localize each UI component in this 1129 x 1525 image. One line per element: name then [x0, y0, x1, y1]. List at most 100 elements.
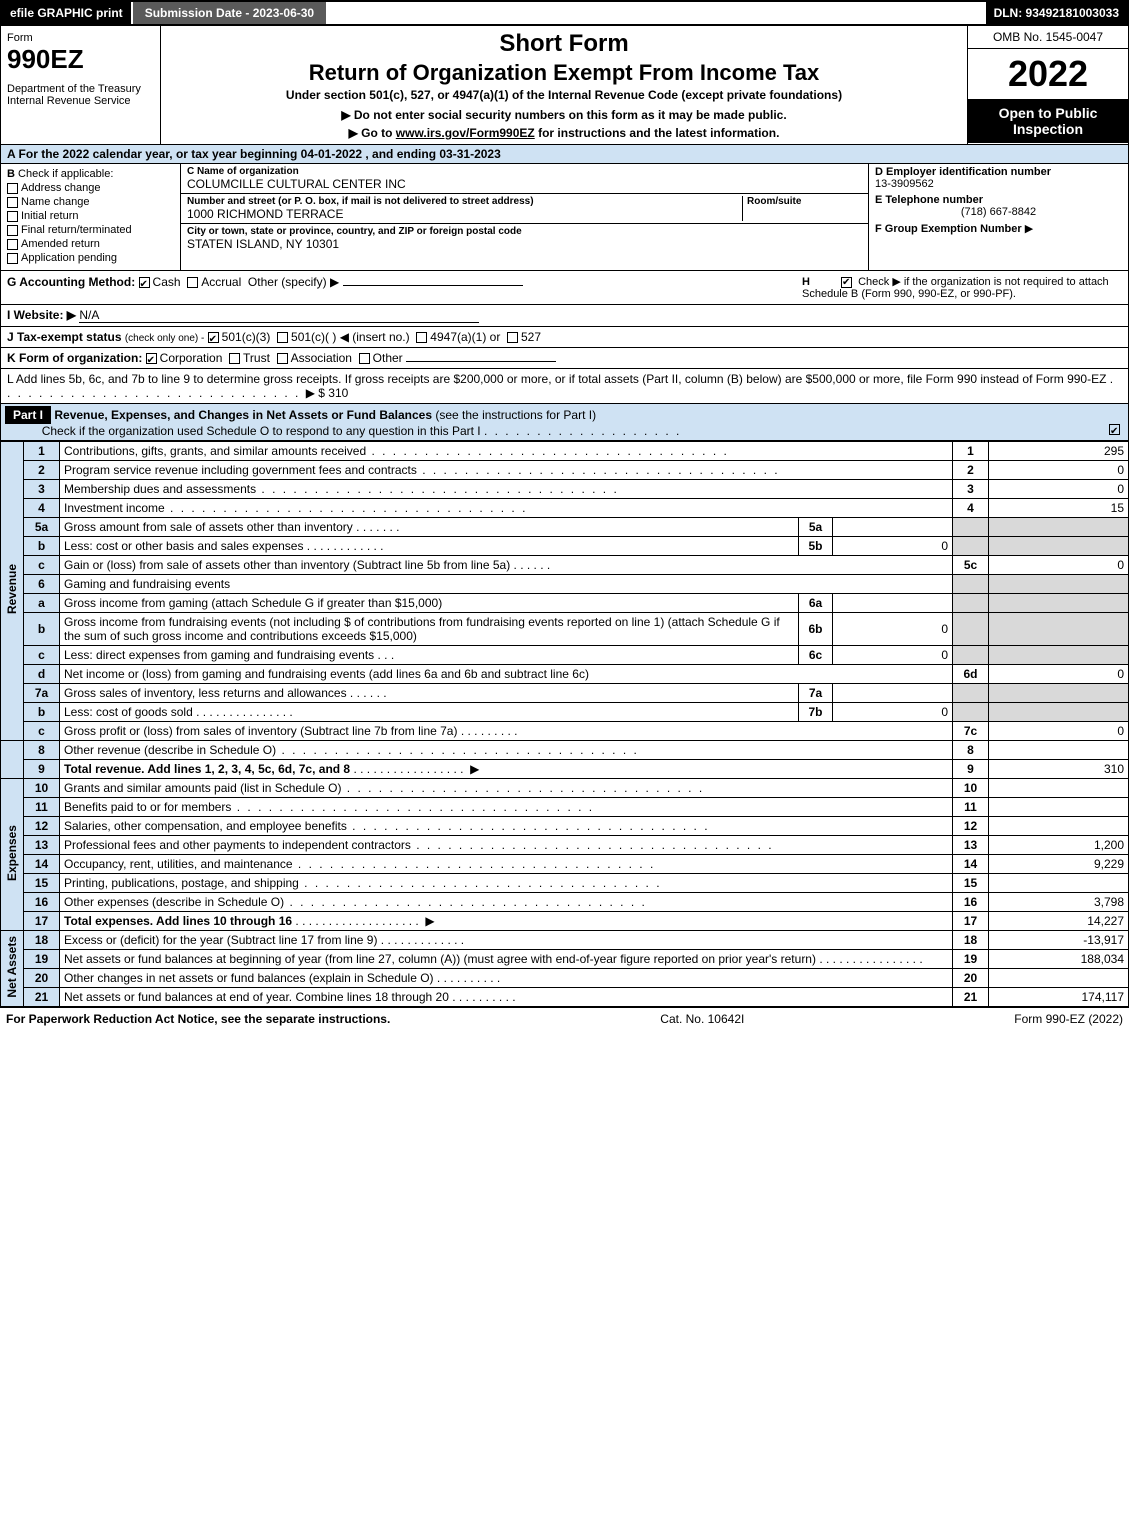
section-i: I Website: ▶ N/A: [0, 305, 1129, 327]
form-number: 990EZ: [7, 44, 154, 75]
row-21: 21Net assets or fund balances at end of …: [1, 988, 1129, 1007]
side-expenses: Expenses: [1, 779, 24, 931]
row-16: 16Other expenses (describe in Schedule O…: [1, 893, 1129, 912]
side-revenue: Revenue: [1, 442, 24, 741]
k-label: K Form of organization:: [7, 351, 142, 365]
l-text: L Add lines 5b, 6c, and 7b to line 9 to …: [7, 372, 1106, 386]
side-revenue-cont: [1, 741, 24, 779]
chk-other-org[interactable]: [359, 353, 370, 364]
l-amount: ▶ $ 310: [306, 386, 349, 400]
ein: 13-3909562: [875, 178, 1122, 190]
section-bcd: B Check if applicable: Address change Na…: [0, 164, 1129, 271]
row-1: Revenue 1 Contributions, gifts, grants, …: [1, 442, 1129, 461]
chk-final-return[interactable]: Final return/terminated: [7, 224, 174, 236]
row-7a: 7aGross sales of inventory, less returns…: [1, 684, 1129, 703]
efile-label[interactable]: efile GRAPHIC print: [2, 2, 131, 24]
row-20: 20Other changes in net assets or fund ba…: [1, 969, 1129, 988]
section-gh: G Accounting Method: Cash Accrual Other …: [0, 271, 1129, 305]
row-6: 6Gaming and fundraising events: [1, 575, 1129, 594]
e-label: E Telephone number: [875, 194, 1122, 206]
chk-initial-return[interactable]: Initial return: [7, 210, 174, 222]
row-5c: cGain or (loss) from sale of assets othe…: [1, 556, 1129, 575]
part-i-title: Revenue, Expenses, and Changes in Net As…: [54, 408, 432, 422]
part-i-header: Part I Revenue, Expenses, and Changes in…: [0, 404, 1129, 441]
b-label: Check if applicable:: [18, 168, 113, 180]
city-state-zip: STATEN ISLAND, NY 10301: [187, 237, 339, 251]
box-b: B Check if applicable: Address change Na…: [1, 164, 181, 270]
part-i-check-text: Check if the organization used Schedule …: [42, 424, 481, 438]
street-address: 1000 RICHMOND TERRACE: [187, 207, 343, 221]
chk-address-change[interactable]: Address change: [7, 182, 174, 194]
d-label: D Employer identification number: [875, 166, 1122, 178]
row-5a: 5aGross amount from sale of assets other…: [1, 518, 1129, 537]
chk-name-change[interactable]: Name change: [7, 196, 174, 208]
chk-501c3[interactable]: [208, 332, 219, 343]
website-value: N/A: [79, 308, 479, 323]
row-12: 12Salaries, other compensation, and empl…: [1, 817, 1129, 836]
row-6a: aGross income from gaming (attach Schedu…: [1, 594, 1129, 613]
header-right: OMB No. 1545-0047 2022 Open to Public In…: [968, 26, 1128, 144]
row-2: 2Program service revenue including gover…: [1, 461, 1129, 480]
part-i-table: Revenue 1 Contributions, gifts, grants, …: [0, 441, 1129, 1007]
other-org-input[interactable]: [406, 361, 556, 362]
row-15: 15Printing, publications, postage, and s…: [1, 874, 1129, 893]
phone: (718) 667-8842: [875, 206, 1122, 218]
short-form-title: Short Form: [167, 30, 961, 58]
opt-corp: Corporation: [160, 351, 223, 365]
f-arrow: ▶: [1025, 223, 1033, 235]
chk-trust[interactable]: [229, 353, 240, 364]
chk-amended-return[interactable]: Amended return: [7, 238, 174, 250]
page-footer: For Paperwork Reduction Act Notice, see …: [0, 1007, 1129, 1030]
opt-501c: 501(c)( ) ◀ (insert no.): [291, 330, 410, 344]
row-11: 11Benefits paid to or for members11: [1, 798, 1129, 817]
row-9: 9Total revenue. Add lines 1, 2, 3, 4, 5c…: [1, 760, 1129, 779]
row-10: Expenses 10Grants and similar amounts pa…: [1, 779, 1129, 798]
chk-schedule-o[interactable]: [1109, 424, 1120, 435]
f-label: F Group Exemption Number: [875, 223, 1022, 235]
cat-no: Cat. No. 10642I: [660, 1012, 744, 1026]
row-5b: bLess: cost or other basis and sales exp…: [1, 537, 1129, 556]
chk-4947[interactable]: [416, 332, 427, 343]
row-7b: bLess: cost of goods sold . . . . . . . …: [1, 703, 1129, 722]
other-specify-input[interactable]: [343, 285, 523, 286]
form-title: Return of Organization Exempt From Incom…: [167, 60, 961, 86]
form-footer-label: Form 990-EZ (2022): [1014, 1012, 1123, 1026]
other-label: Other (specify) ▶: [248, 275, 339, 289]
chk-sched-b[interactable]: [841, 277, 852, 288]
row-3: 3Membership dues and assessments30: [1, 480, 1129, 499]
city-label: City or town, state or province, country…: [187, 226, 862, 237]
chk-assoc[interactable]: [277, 353, 288, 364]
dept-label: Department of the Treasury Internal Reve…: [7, 83, 154, 107]
instructions-link-row: ▶ Go to www.irs.gov/Form990EZ for instru…: [167, 126, 961, 140]
box-def: D Employer identification number 13-3909…: [868, 164, 1128, 270]
opt-501c3: 501(c)(3): [222, 330, 271, 344]
dln: DLN: 93492181003033: [986, 2, 1127, 24]
cash-label: Cash: [153, 275, 181, 289]
addr-label: Number and street (or P. O. box, if mail…: [187, 196, 742, 207]
chk-501c[interactable]: [277, 332, 288, 343]
header-mid: Short Form Return of Organization Exempt…: [161, 26, 968, 144]
chk-application-pending[interactable]: Application pending: [7, 252, 174, 264]
row-4: 4Investment income415: [1, 499, 1129, 518]
opt-527: 527: [521, 330, 541, 344]
open-inspection: Open to Public Inspection: [968, 99, 1128, 143]
omb-number: OMB No. 1545-0047: [968, 26, 1128, 49]
box-c: C Name of organization COLUMCILLE CULTUR…: [181, 164, 868, 270]
h-letter: H: [802, 276, 810, 288]
link-prefix: ▶ Go to: [349, 126, 396, 140]
row-6d: dNet income or (loss) from gaming and fu…: [1, 665, 1129, 684]
section-l: L Add lines 5b, 6c, and 7b to line 9 to …: [0, 369, 1129, 404]
opt-other: Other: [373, 351, 403, 365]
row-8: 8Other revenue (describe in Schedule O)8: [1, 741, 1129, 760]
tax-year: 2022: [968, 49, 1128, 99]
chk-corp[interactable]: [146, 353, 157, 364]
chk-cash[interactable]: [139, 277, 150, 288]
opt-4947: 4947(a)(1) or: [430, 330, 500, 344]
irs-link[interactable]: www.irs.gov/Form990EZ: [396, 126, 535, 140]
row-19: 19Net assets or fund balances at beginni…: [1, 950, 1129, 969]
accrual-label: Accrual: [201, 275, 241, 289]
section-a: A For the 2022 calendar year, or tax yea…: [0, 145, 1129, 164]
chk-accrual[interactable]: [187, 277, 198, 288]
row-6b: bGross income from fundraising events (n…: [1, 613, 1129, 646]
chk-527[interactable]: [507, 332, 518, 343]
